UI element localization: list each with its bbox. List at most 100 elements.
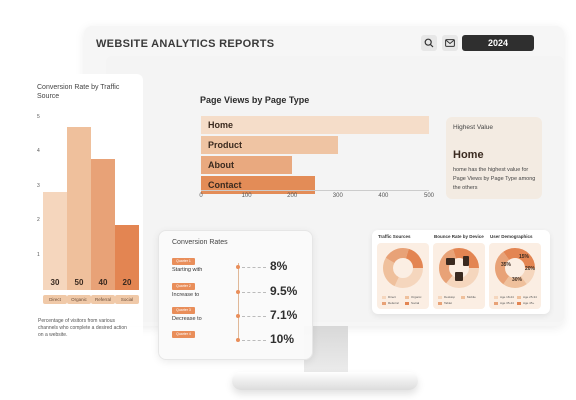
user-demographics-donut	[495, 248, 535, 288]
highest-value-description: home has the highest value for Page View…	[453, 167, 536, 191]
traffic-slice-referral	[383, 248, 423, 288]
traffic-sources-donut	[383, 248, 423, 288]
page-views-tick: 100	[241, 193, 252, 199]
traffic-legend-swatch	[382, 295, 386, 299]
traffic-legend-item: Referral	[382, 301, 399, 305]
traffic-legend-swatch	[382, 301, 386, 305]
conversion-bar-value: 40	[98, 278, 108, 287]
demo-label-3: 20%	[525, 266, 536, 272]
demo-legend-swatch	[517, 295, 521, 299]
quarter-rate-value: 10%	[270, 332, 295, 346]
traffic-legend-label: Referral	[388, 301, 399, 305]
traffic-legend-label: Organic	[411, 295, 422, 299]
conversion-bar-category: Referral	[91, 295, 115, 304]
traffic-slice-social	[383, 248, 423, 288]
bounce-legend-label: Desktop	[444, 295, 456, 299]
bounce-legend-swatch	[461, 295, 465, 299]
tablet-icon	[455, 272, 463, 281]
year-selector[interactable]: 2024	[462, 35, 534, 51]
bounce-legend-item: Mobile	[461, 295, 476, 299]
quarter-description: Starting with	[172, 267, 203, 273]
demo-legend-item: Age 35-44	[494, 301, 514, 305]
demo-label-1: 15%	[519, 254, 530, 260]
demo-legend-label: Age 25-34	[523, 295, 537, 299]
conversion-bar-value: 50	[74, 278, 84, 287]
quarter-description: Increase to	[172, 292, 200, 298]
demo-slice-4	[495, 248, 535, 288]
traffic-legend-swatch	[405, 295, 409, 299]
bounce-rate-title: Bounce Rate by Device	[434, 234, 484, 239]
demo-legend-label: Age 18-24	[500, 295, 514, 299]
bounce-legend-item: Desktop	[438, 295, 455, 299]
page-views-bar-contact: Contact	[201, 176, 315, 194]
bounce-legend-label: Tablet	[444, 301, 453, 305]
conversion-y-tick: 1	[37, 251, 40, 258]
demo-label-2: 35%	[501, 262, 512, 268]
traffic-legend-label: Social	[411, 301, 420, 305]
conversion-bar-social	[115, 224, 139, 290]
page-views-bar-home: Home	[201, 116, 429, 134]
highest-value-card	[446, 117, 542, 199]
highest-value: Home	[453, 149, 484, 161]
demo-legend-label: Age 45+	[523, 301, 535, 305]
page-views-title: Page Views by Page Type	[200, 95, 310, 105]
demo-slice-3	[495, 248, 535, 288]
conversion-bar-direct	[43, 191, 67, 290]
traffic-legend-swatch	[405, 301, 409, 305]
conversion-bar-organic	[67, 126, 91, 290]
quarter-tag: Quarter 1	[172, 258, 195, 265]
bounce-slice-mobile	[439, 248, 479, 288]
page-views-bar-about: About	[201, 156, 293, 174]
page-views-axis	[201, 190, 429, 191]
page-title: WEBSITE ANALYTICS REPORTS	[96, 38, 275, 50]
quarter-rate-value: 7.1%	[270, 308, 298, 322]
demo-legend-swatch	[517, 301, 521, 305]
timeline-dash	[242, 316, 266, 317]
conversion-y-tick: 3	[37, 182, 40, 189]
traffic-legend-item: Social	[405, 301, 419, 305]
conversion-rates-card	[158, 230, 313, 360]
traffic-slice-organic	[383, 248, 423, 288]
demo-legend-item: Age 18-24	[494, 295, 514, 299]
quarter-description: Decrease to	[172, 316, 202, 322]
timeline-dot	[236, 314, 240, 318]
timeline-dash	[242, 267, 266, 268]
conversion-bar-referral	[91, 159, 115, 290]
search-button[interactable]	[421, 35, 437, 51]
timeline-line	[238, 263, 239, 339]
user-demographics-title: User Demographics	[490, 234, 533, 239]
demo-legend-item: Age 45+	[517, 301, 534, 305]
conversion-traffic-note: Percentage of visitors from various chan…	[38, 318, 127, 338]
page-views-tick: 400	[378, 193, 389, 199]
quarter-tag: Quarter 4	[172, 331, 195, 338]
highest-value-label: Highest Value	[453, 124, 493, 131]
timeline-dash	[242, 340, 266, 341]
demo-label-4: 30%	[512, 277, 523, 283]
conversion-y-tick: 4	[37, 148, 40, 155]
conversion-bar-value: 30	[50, 278, 60, 287]
timeline-dot	[236, 338, 240, 342]
traffic-legend-item: Direct	[382, 295, 396, 299]
page-views-tick: 300	[332, 193, 343, 199]
page-views-tick: 500	[423, 193, 435, 199]
traffic-sources-title: Traffic Sources	[378, 234, 411, 239]
quarter-rate-value: 8%	[270, 259, 288, 273]
mail-button[interactable]	[442, 35, 458, 51]
conversion-rates-title: Conversion Rates	[172, 239, 228, 246]
bounce-legend-item: Tablet	[438, 301, 452, 305]
demo-legend-swatch	[494, 295, 498, 299]
mail-icon	[445, 39, 455, 47]
timeline-dash	[242, 292, 266, 293]
traffic-legend-item: Organic	[405, 295, 422, 299]
bounce-slice-tablet	[439, 248, 479, 288]
page-views-bar-product: Product	[201, 136, 338, 154]
conversion-bar-category: Direct	[43, 295, 67, 304]
conversion-bar-category: Social	[115, 295, 139, 304]
timeline-dot	[236, 290, 240, 294]
quarter-rate-value: 9.5%	[270, 284, 298, 298]
search-icon	[424, 38, 434, 48]
conversion-y-tick: 2	[37, 217, 40, 224]
quarter-tag: Quarter 2	[172, 283, 195, 290]
timeline-dot	[236, 265, 240, 269]
